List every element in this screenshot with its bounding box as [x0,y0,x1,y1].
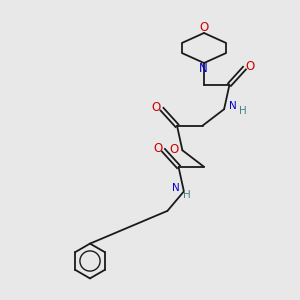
Text: N: N [229,101,236,111]
Text: N: N [199,62,208,75]
Text: N: N [172,183,179,194]
Text: O: O [152,101,161,114]
Text: H: H [183,190,191,200]
Text: O: O [200,21,208,34]
Text: O: O [169,143,178,156]
Text: O: O [246,60,255,73]
Text: O: O [153,142,162,155]
Text: H: H [239,106,247,116]
